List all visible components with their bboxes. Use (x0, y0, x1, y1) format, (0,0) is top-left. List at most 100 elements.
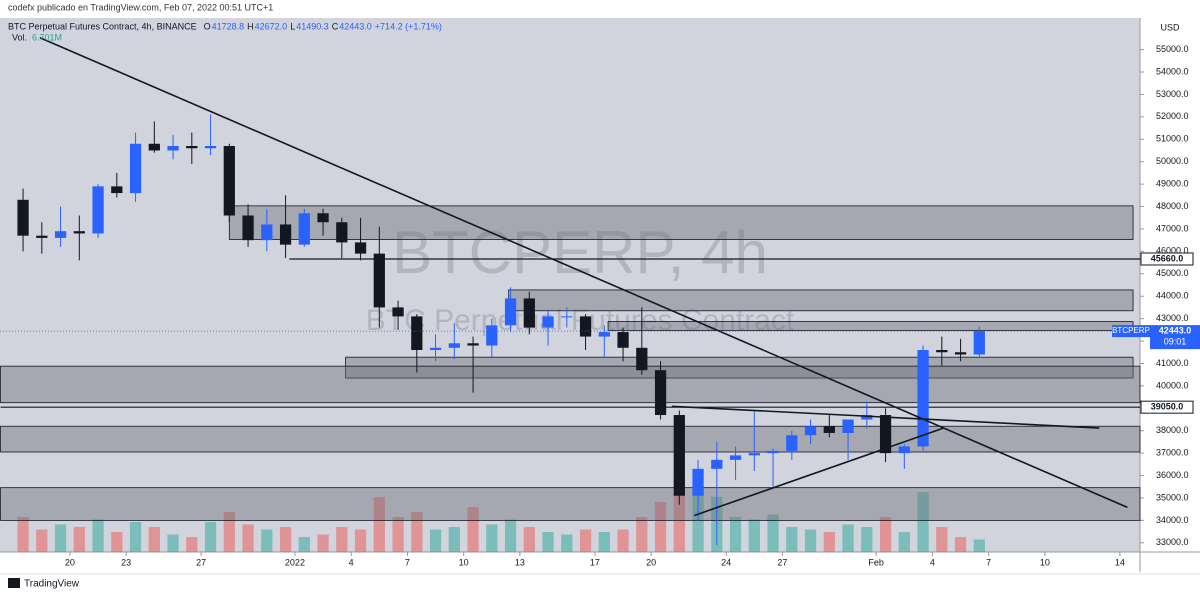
volume-bar (898, 532, 910, 552)
candle-body (504, 298, 517, 326)
y-tick-label: 52000.0 (1156, 111, 1189, 121)
legend-text: +714.2 (+1.71%) (375, 21, 442, 31)
candle-body (804, 426, 817, 436)
volume-bar (579, 529, 592, 552)
candle-body (692, 468, 704, 496)
y-tick-label: 49000.0 (1156, 178, 1189, 188)
y-tick-label: 50000.0 (1156, 156, 1189, 166)
x-tick-label: 17 (590, 557, 600, 567)
volume-bar (486, 524, 498, 552)
y-tick-label: 47000.0 (1156, 223, 1189, 233)
volume-bar (223, 512, 235, 552)
zone (345, 356, 1134, 379)
candle-body (842, 419, 854, 433)
price-tag (1140, 252, 1194, 266)
candle-body (242, 215, 254, 241)
trendline (39, 36, 1128, 509)
candle-body (561, 316, 573, 318)
brand: TradingView (24, 579, 80, 590)
volume-bar (242, 524, 254, 552)
candle-body (673, 415, 685, 496)
volume-bar (542, 532, 554, 552)
volume-bar (411, 512, 423, 552)
x-tick-label: 13 (515, 557, 525, 567)
legend-text: O (204, 21, 211, 31)
candle-body (73, 231, 85, 234)
volume-bar (917, 492, 929, 552)
candle-body (542, 316, 554, 328)
candle-body (36, 235, 48, 238)
volume-bar (786, 527, 798, 552)
candle-body (167, 146, 179, 151)
x-tick-label: 2022 (285, 557, 305, 567)
volume-bar (111, 532, 123, 552)
volume-bar (861, 527, 873, 552)
symbol-tag-label: BTCPERP (1112, 326, 1150, 335)
candle-body (448, 343, 460, 348)
volume-bar (767, 514, 779, 552)
x-tick-label: 7 (986, 557, 991, 567)
volume-bar (129, 522, 142, 552)
zone (508, 289, 1134, 312)
candle-body (973, 331, 985, 355)
candle-body (204, 146, 217, 149)
zone (0, 487, 1141, 521)
volume-bar (748, 519, 760, 552)
volume-bar (654, 502, 667, 552)
candle-body (411, 316, 423, 351)
candle-body (617, 332, 629, 348)
candle-body (392, 307, 404, 317)
volume-bar (523, 527, 535, 552)
y-tick-label: 38000.0 (1156, 425, 1189, 435)
volume-bar (73, 527, 85, 552)
trendline (694, 427, 944, 517)
zone (607, 321, 1134, 331)
candle-body (373, 253, 385, 308)
volume-bar (373, 497, 385, 552)
volume-bar (842, 524, 854, 552)
candle-body (879, 415, 892, 454)
volume-bar (561, 534, 573, 552)
candle-body (148, 143, 160, 151)
candle-body (954, 352, 967, 355)
candle-body (936, 350, 948, 353)
volume-bar (936, 527, 948, 552)
y-tick-label: 35000.0 (1156, 492, 1189, 502)
volume-bar (92, 519, 104, 552)
x-tick-label: 20 (646, 557, 656, 567)
candle-body (523, 298, 535, 328)
volume-bar (467, 507, 479, 552)
volume-bar (617, 529, 629, 552)
x-tick-label: 10 (459, 557, 469, 567)
x-tick-label: 23 (121, 557, 131, 567)
volume-bar (54, 524, 67, 552)
volume-bar (298, 537, 310, 552)
volume-bar (673, 477, 685, 552)
last-price-label: 42443.0 (1159, 325, 1192, 335)
x-tick-label: 24 (721, 557, 731, 567)
y-tick-label: 53000.0 (1156, 89, 1189, 99)
candle-body (748, 453, 760, 456)
volume-bar (392, 517, 404, 552)
candle-body (279, 224, 292, 245)
legend-text: Vol. (12, 32, 27, 42)
x-tick-label: Feb (868, 557, 884, 567)
candle-body (467, 343, 479, 346)
candle-body (767, 450, 779, 454)
candle-body (579, 316, 592, 337)
y-tick-label: 48000.0 (1156, 201, 1189, 211)
candle-body (729, 455, 742, 460)
candle-body (861, 415, 873, 420)
y-tick-label: 34000.0 (1156, 515, 1189, 525)
volume-bar (729, 517, 742, 552)
legend-text: BTC Perpetual Futures Contract, 4h, BINA… (8, 21, 197, 31)
candle-body (223, 146, 235, 216)
y-tick-label: 43000.0 (1156, 313, 1189, 323)
legend-text: 42443.0 (339, 21, 372, 31)
y-tick-label: 46000.0 (1156, 246, 1189, 256)
x-tick-label: 14 (1115, 557, 1125, 567)
x-tick-label: 4 (930, 557, 935, 567)
trendline (671, 405, 1100, 429)
candle-body (898, 446, 910, 454)
